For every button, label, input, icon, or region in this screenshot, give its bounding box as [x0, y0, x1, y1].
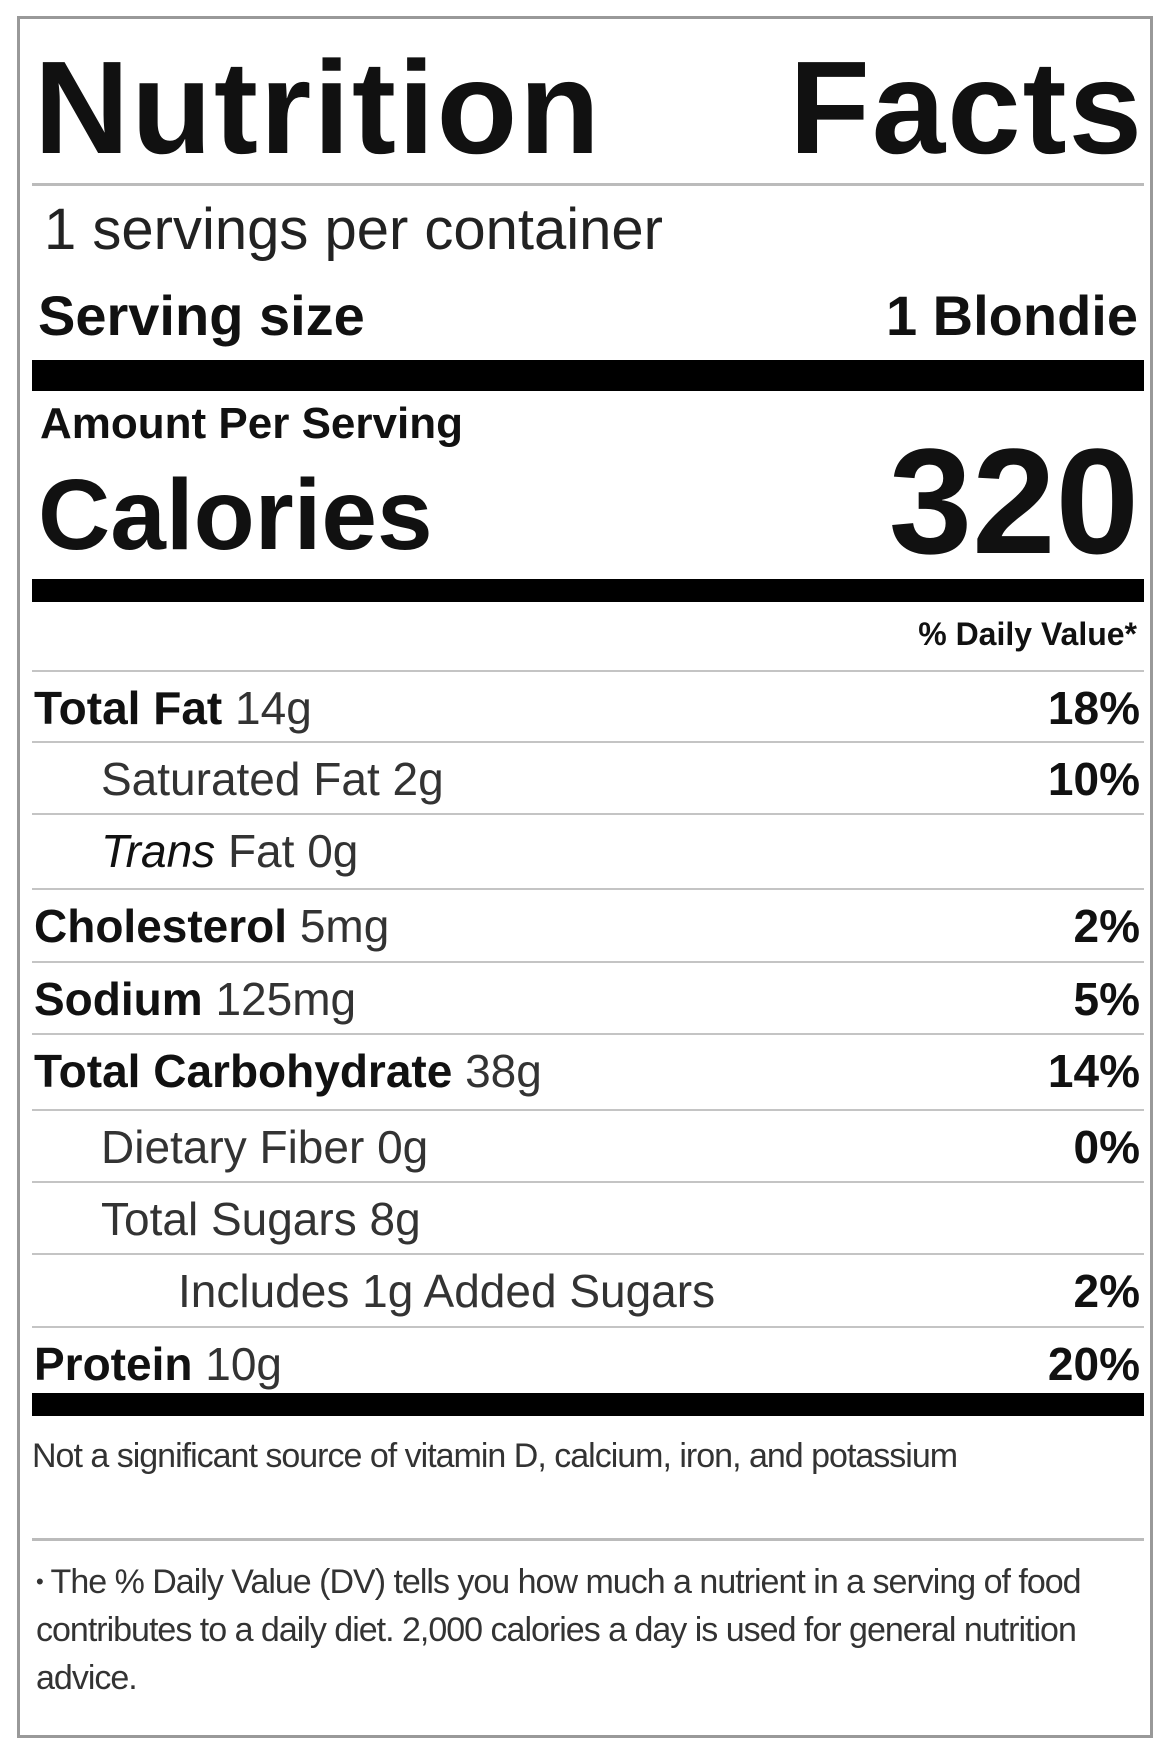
nutrient-name: Sodium 125mg: [34, 972, 356, 1026]
daily-value-header: % Daily Value*: [918, 616, 1137, 652]
thick-divider: [32, 579, 1144, 602]
thick-divider: [32, 360, 1144, 391]
row-divider: [32, 1181, 1144, 1183]
title-word-facts: Facts: [789, 34, 1144, 181]
title-word-nutrition: Nutrition: [34, 34, 602, 181]
label-title: Nutrition Facts: [34, 42, 1144, 174]
serving-size-value: 1 Blondie: [885, 284, 1138, 347]
nutrient-daily-value: 20%: [1047, 1338, 1140, 1390]
amount-per-serving: Amount Per Serving: [40, 399, 463, 448]
row-divider: [32, 741, 1144, 743]
row-divider: [32, 1326, 1144, 1328]
row-divider: [32, 813, 1144, 815]
divider: [32, 183, 1144, 186]
thick-divider: [32, 1393, 1144, 1416]
nutrient-amount: 125mg: [215, 973, 357, 1025]
nutrient-name-italic: Trans: [101, 825, 216, 877]
nutrient-daily-value: 10%: [1047, 753, 1140, 805]
nutrient-amount: 38g: [465, 1045, 542, 1097]
nutrient-label: Dietary Fiber: [101, 1121, 365, 1173]
nutrient-name: Protein 10g: [34, 1337, 282, 1391]
footnote-daily-value: • The % Daily Value (DV) tells you how m…: [36, 1558, 1116, 1702]
nutrient-row: Total Carbohydrate 38g 14%: [34, 1035, 1140, 1107]
nutrient-row: Total Fat 14g 18%: [34, 672, 1140, 744]
nutrition-label: [17, 16, 1153, 1738]
footnote-vitamins: Not a significant source of vitamin D, c…: [32, 1437, 958, 1475]
nutrient-name: Total Sugars 8g: [34, 1192, 421, 1246]
nutrient-name: Saturated Fat 2g: [34, 752, 444, 806]
nutrient-name: Trans Fat 0g: [34, 824, 358, 878]
nutrient-name: Total Fat 14g: [34, 681, 312, 735]
nutrient-row: Cholesterol 5mg 2%: [34, 890, 1140, 962]
row-divider: [32, 961, 1144, 963]
nutrient-label: Cholesterol: [34, 900, 288, 952]
nutrient-name: Cholesterol 5mg: [34, 899, 389, 953]
nutrient-daily-value: 14%: [1047, 1045, 1140, 1097]
calories-label: Calories: [38, 459, 433, 571]
row-divider: [32, 1033, 1144, 1035]
nutrient-row: Protein 10g 20%: [34, 1328, 1140, 1400]
nutrient-amount: 8g: [369, 1193, 421, 1245]
nutrient-daily-value: 18%: [1047, 682, 1140, 734]
nutrient-label: Includes 1g Added Sugars: [178, 1265, 716, 1317]
row-divider: [32, 1253, 1144, 1255]
nutrient-amount: 0g: [377, 1121, 429, 1173]
serving-size-label: Serving size: [38, 284, 365, 347]
nutrient-amount: 5mg: [299, 900, 390, 952]
row-divider: [32, 888, 1144, 890]
nutrient-label: Total Carbohydrate: [34, 1045, 453, 1097]
nutrient-amount: 0g: [307, 825, 359, 877]
nutrient-daily-value: 2%: [1073, 1265, 1140, 1317]
nutrient-amount: 2g: [392, 753, 444, 805]
nutrient-label: Sodium: [34, 973, 203, 1025]
nutrient-label: Saturated Fat: [101, 753, 380, 805]
nutrient-name: Total Carbohydrate 38g: [34, 1044, 542, 1098]
asterisk-marker: •: [36, 1569, 44, 1594]
nutrient-label: Protein: [34, 1338, 193, 1390]
nutrient-label: Total Sugars: [101, 1193, 357, 1245]
nutrient-row: Saturated Fat 2g 10%: [34, 743, 1140, 815]
serving-size-row: Serving size 1 Blondie: [38, 284, 1138, 348]
nutrient-amount: 10g: [205, 1338, 282, 1390]
nutrient-daily-value: 0%: [1073, 1121, 1140, 1173]
calories-value: 320: [888, 417, 1139, 585]
nutrient-row: Dietary Fiber 0g 0%: [34, 1111, 1140, 1183]
footnote-text: The % Daily Value (DV) tells you how muc…: [36, 1563, 1082, 1697]
nutrient-daily-value: 5%: [1073, 973, 1140, 1025]
nutrient-row: Sodium 125mg 5%: [34, 963, 1140, 1035]
nutrient-amount: 14g: [235, 682, 312, 734]
divider: [32, 1538, 1144, 1541]
servings-per-container: 1 servings per container: [44, 197, 663, 262]
nutrient-row: Includes 1g Added Sugars 2%: [34, 1255, 1140, 1327]
nutrient-row: Total Sugars 8g: [34, 1183, 1140, 1255]
nutrient-name: Includes 1g Added Sugars: [34, 1264, 715, 1318]
nutrient-label: Fat: [227, 825, 295, 877]
nutrient-row: Trans Fat 0g: [34, 815, 1140, 887]
nutrient-label: Total Fat: [34, 682, 223, 734]
row-divider: [32, 1109, 1144, 1111]
row-divider: [32, 670, 1144, 672]
nutrient-daily-value: 2%: [1073, 900, 1140, 952]
nutrient-name: Dietary Fiber 0g: [34, 1120, 428, 1174]
